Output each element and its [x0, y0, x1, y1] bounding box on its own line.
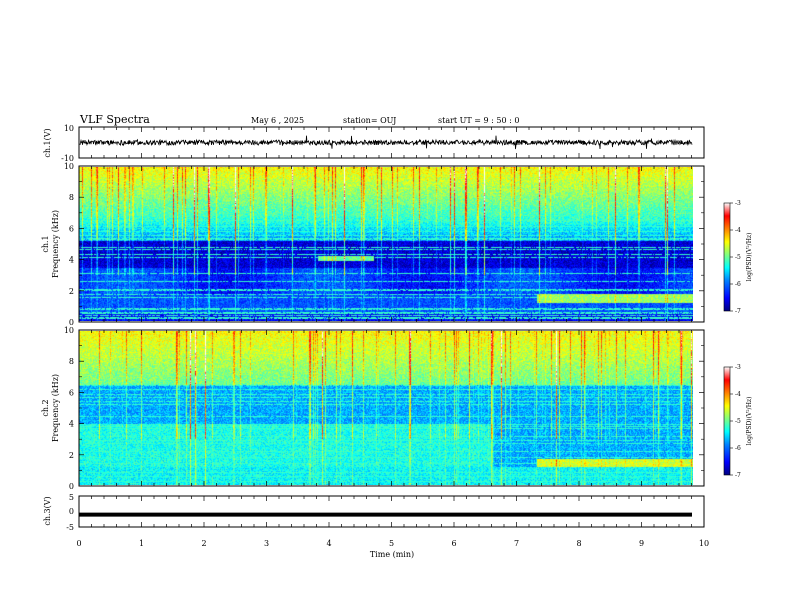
y-tick-label: 0 [69, 318, 74, 327]
y-tick-label: 6 [69, 224, 74, 233]
x-tick-label: 10 [699, 539, 709, 548]
colorbar-tick-label: -6 [735, 445, 741, 452]
ch2-spec-ylabel-line2: Frequency (kHz) [51, 374, 60, 442]
ch1-colorbar [723, 202, 731, 312]
ch2-spec-ylabel-line1: ch.2 [41, 399, 50, 416]
ch2-spectrogram-image [79, 331, 693, 485]
y-tick-label: 8 [69, 193, 74, 202]
y-tick-label: 2 [69, 451, 74, 460]
ch1-waveform-panel: 10 -10 ch.1(V) [43, 124, 705, 163]
ch3-ylabel: ch.3(V) [43, 496, 52, 525]
colorbar-tick-label: -7 [735, 308, 741, 315]
ch1-ytick-top: 10 [64, 124, 74, 133]
x-tick-label: 8 [576, 539, 581, 548]
y-tick-label: 10 [64, 162, 74, 171]
x-tick-label: 5 [389, 539, 394, 548]
ch3-ytick-top: 5 [69, 493, 74, 502]
x-tick-label: 1 [139, 539, 144, 548]
ch1-spectrogram-image [79, 167, 693, 321]
colorbar-tick-label: -3 [735, 200, 741, 207]
ch1-spec-ylabel-line2: Frequency (kHz) [51, 210, 60, 278]
ch2-colorbar [723, 366, 731, 476]
colorbar-tick-label: -4 [735, 391, 741, 398]
y-tick-label: 0 [69, 482, 74, 491]
y-tick-label: 4 [69, 420, 74, 429]
x-tick-label: 7 [514, 539, 519, 548]
x-tick-label: 3 [264, 539, 269, 548]
colorbar-tick-label: -3 [735, 364, 741, 371]
ch2-colorbar-label: log(PSD)(V²/Hz) [746, 397, 753, 446]
colorbar-tick-label: -5 [735, 418, 741, 425]
colorbar-tick-label: -5 [735, 254, 741, 261]
start-time-label: start UT = 9 : 50 : 0 [438, 116, 519, 125]
ch1-ytick-bottom: -10 [61, 154, 74, 163]
ch1-spec-ylabel-line1: ch.1 [41, 235, 50, 252]
x-tick-label: 0 [76, 539, 81, 548]
ch3-panel: 5 0 -5 ch.3(V) 0 1 2 3 4 5 6 7 8 9 10 Time (min) [43, 493, 709, 559]
ch3-ytick-mid: 0 [69, 507, 74, 516]
figure-title: VLF Spectra [79, 113, 150, 126]
ch1-colorbar-label: log(PSD)(V²/Hz) [746, 233, 753, 282]
x-tick-label: 4 [326, 539, 331, 548]
x-tick-label: 6 [451, 539, 456, 548]
station-label: station= OUJ [343, 116, 396, 125]
colorbar-tick-label: -7 [735, 472, 741, 479]
x-axis-label: Time (min) [370, 550, 414, 559]
date-label: May 6 , 2025 [251, 116, 304, 125]
x-tick-label: 9 [639, 539, 644, 548]
x-tick-label: 2 [201, 539, 206, 548]
y-tick-label: 2 [69, 287, 74, 296]
ch3-ytick-bottom: -5 [66, 523, 74, 532]
colorbar-tick-label: -6 [735, 281, 741, 288]
y-tick-label: 4 [69, 256, 74, 265]
colorbar-tick-label: -4 [735, 227, 741, 234]
y-tick-label: 6 [69, 388, 74, 397]
y-tick-label: 10 [64, 326, 74, 335]
y-tick-label: 8 [69, 357, 74, 366]
ch1-waveform-trace [79, 135, 693, 150]
ch1-ylabel: ch.1(V) [43, 128, 52, 157]
